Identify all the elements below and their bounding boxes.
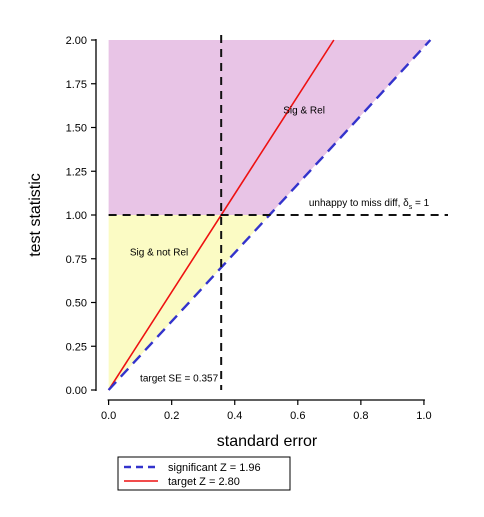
- x-tick-label: 0.0: [101, 410, 116, 422]
- chart-annotations: Sig & Rel Sig & not Rel unhappy to miss di…: [130, 106, 430, 385]
- region-sig-rel: [108, 40, 431, 215]
- reference-label-delta: unhappy to miss diff, δs = 1: [309, 198, 430, 211]
- y-tick-label: 0.75: [66, 254, 87, 266]
- y-tick-label: 1.00: [66, 210, 87, 222]
- legend-box: [117, 456, 291, 491]
- y-tick-label: 1.75: [66, 79, 87, 91]
- region-label-sig-rel: Sig & Rel: [283, 106, 325, 117]
- reference-label-delta-main: unhappy to miss diff, δ: [309, 198, 409, 209]
- y-tick-label: 2.00: [66, 35, 87, 47]
- chart-legend: significant Z = 1.96 target Z = 2.80: [117, 456, 291, 491]
- x-tick-label: 0.2: [164, 410, 179, 422]
- x-tick-label: 1.0: [416, 410, 431, 422]
- legend-label-target-z: target Z = 2.80: [168, 476, 240, 488]
- y-tick-label: 1.25: [66, 166, 87, 178]
- y-tick-label: 1.50: [66, 123, 87, 135]
- x-tick-label: 0.8: [353, 410, 368, 422]
- x-tick-label: 0.6: [290, 410, 305, 422]
- y-tick-label: 0.25: [66, 341, 87, 353]
- y-axis-title: test statistic: [27, 173, 44, 257]
- x-axis-title: standard error: [217, 433, 318, 450]
- reference-label-target-se: target SE = 0.357: [140, 373, 219, 384]
- chart-axes: 0.00 0.25 0.50 0.75 1.00 1.25 1.50 1.75 2.00 0.0 0…: [27, 35, 432, 450]
- region-label-sig-not-rel: Sig & not Rel: [130, 247, 188, 258]
- y-tick-label: 0.50: [66, 298, 87, 310]
- x-tick-label: 0.4: [227, 410, 242, 422]
- reference-label-delta-tail: = 1: [412, 198, 429, 209]
- y-tick-label: 0.00: [66, 385, 87, 397]
- legend-label-significant-z: significant Z = 1.96: [168, 462, 261, 474]
- reference-label-delta-sub: s: [409, 204, 413, 211]
- reference-lines: [108, 35, 448, 390]
